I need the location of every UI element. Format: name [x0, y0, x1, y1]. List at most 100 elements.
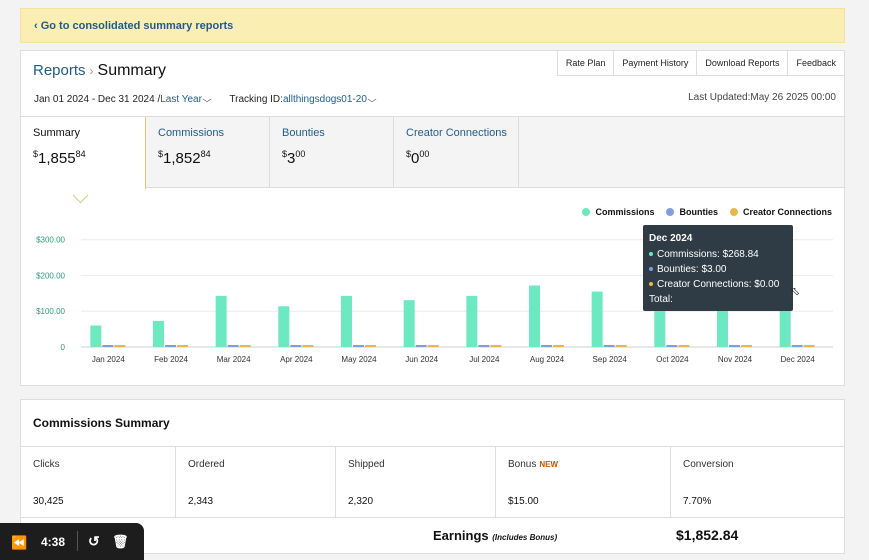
- bar-commissions: [215, 295, 227, 347]
- bar-bounties: [227, 345, 239, 347]
- bar-creator-connections: [239, 345, 251, 347]
- chart-tooltip: Dec 2024 Commissions: $268.84 Bounties: …: [643, 225, 793, 311]
- bar-creator-connections: [553, 345, 564, 347]
- metric-header: Ordered: [188, 459, 225, 470]
- report-actions: Rate Plan Payment History Download Repor…: [556, 51, 844, 76]
- legend-label: Bounties: [679, 207, 718, 217]
- earnings-label: Earnings (Includes Bonus): [433, 528, 558, 543]
- bar-commissions: [403, 300, 415, 347]
- metric-header: Conversion: [683, 459, 734, 470]
- chevron-down-icon[interactable]: ⌵: [202, 95, 212, 104]
- bar-bounties: [729, 345, 740, 347]
- x-tick-label: Sep 2024: [593, 355, 628, 364]
- legend-dot: [666, 208, 675, 216]
- bar-commissions: [654, 296, 666, 347]
- bar-commissions: [466, 295, 478, 347]
- earnings-value: $1,852.84: [676, 527, 739, 543]
- metric-bonus: Bonus NEW $15.00: [496, 447, 671, 517]
- last-updated: Last Updated:May 26 2025 00:00: [688, 92, 836, 103]
- tracking-id-label: Tracking ID:: [229, 94, 283, 105]
- metric-value: 30,425: [33, 496, 64, 507]
- y-tick-label: $200.00: [36, 271, 65, 280]
- new-badge: NEW: [539, 460, 559, 469]
- legend-label: Commissions: [595, 207, 655, 217]
- feedback-button[interactable]: Feedback: [787, 51, 844, 76]
- legend-bounties[interactable]: Bounties: [666, 207, 718, 217]
- summary-tabs: Summary $1,85584 Commissions $1,85284 Bo…: [21, 116, 844, 204]
- bar-bounties: [165, 345, 176, 347]
- chevron-down-icon[interactable]: ⌵: [367, 95, 377, 104]
- metric-header: Shipped: [348, 459, 385, 470]
- bar-commissions: [90, 325, 102, 347]
- y-tick-label: 0: [61, 343, 66, 352]
- metric-value: 7.70%: [683, 496, 712, 507]
- y-tick-label: $100.00: [36, 307, 65, 316]
- y-tick-label: $300.00: [36, 236, 65, 245]
- tooltip-line: Commissions: $268.84: [649, 249, 787, 260]
- bar-creator-connections: [803, 345, 815, 347]
- metric-header: Clicks: [33, 459, 60, 470]
- chevron-right-icon: ›: [89, 64, 94, 78]
- date-filter-row: Jan 01 2024 - Dec 31 2024 /Last Year⌵ Tr…: [34, 94, 377, 105]
- tab-creator-connections[interactable]: Creator Connections $000: [394, 117, 519, 187]
- bar-bounties: [478, 345, 490, 347]
- tab-bounties[interactable]: Bounties $300: [270, 117, 394, 187]
- breadcrumb: Reports › Summary: [33, 62, 166, 80]
- x-tick-label: May 2024: [341, 355, 377, 364]
- report-card: Reports › Summary Rate Plan Payment Histor…: [20, 50, 845, 386]
- x-tick-label: Dec 2024: [781, 355, 816, 364]
- metric-header: Bonus NEW: [508, 459, 559, 470]
- bar-bounties: [541, 345, 552, 347]
- metric-clicks: Clicks 30,425: [21, 447, 176, 517]
- consolidated-reports-link[interactable]: ‹ Go to consolidated summary reports: [34, 20, 234, 32]
- tab-label: Commissions: [158, 127, 225, 139]
- bar-creator-connections: [427, 345, 439, 347]
- player-divider: [77, 531, 78, 551]
- tracking-id-dropdown[interactable]: allthingsdogs01-20: [282, 94, 367, 105]
- tab-label: Creator Connections: [406, 127, 507, 139]
- active-tab-pointer: [72, 187, 89, 204]
- metric-ordered: Ordered 2,343: [176, 447, 336, 517]
- bar-commissions: [529, 285, 540, 347]
- tooltip-title: Dec 2024: [649, 233, 693, 244]
- commissions-summary-grid: Clicks 30,425 Ordered 2,343 Shipped 2,32…: [21, 446, 844, 518]
- download-reports-button[interactable]: Download Reports: [696, 51, 788, 76]
- tab-amount: $1,85284: [158, 149, 211, 167]
- tab-summary[interactable]: Summary $1,85584: [21, 117, 146, 204]
- metric-shipped: Shipped 2,320: [336, 447, 496, 517]
- bar-commissions: [591, 291, 603, 347]
- metric-value: $15.00: [508, 496, 539, 507]
- x-tick-label: Jan 2024: [92, 355, 125, 364]
- bar-creator-connections: [302, 345, 314, 347]
- bar-bounties: [102, 345, 114, 347]
- x-tick-label: Jul 2024: [469, 355, 500, 364]
- bar-creator-connections: [365, 345, 376, 347]
- bar-creator-connections: [615, 345, 627, 347]
- bar-bounties: [603, 345, 615, 347]
- date-preset-dropdown[interactable]: Last Year: [160, 94, 202, 105]
- breadcrumb-reports-link[interactable]: Reports: [33, 62, 86, 79]
- x-tick-label: Apr 2024: [280, 355, 313, 364]
- bar-creator-connections: [741, 345, 752, 347]
- x-tick-label: Nov 2024: [718, 355, 753, 364]
- tab-commissions[interactable]: Commissions $1,85284: [146, 117, 270, 187]
- x-tick-label: Feb 2024: [154, 355, 188, 364]
- tab-amount: $000: [406, 149, 430, 167]
- bar-bounties: [666, 345, 678, 347]
- legend-commissions[interactable]: Commissions: [582, 207, 654, 217]
- legend-creator-connections[interactable]: Creator Connections: [729, 207, 832, 217]
- commissions-summary-card: Commissions Summary Clicks 30,425 Ordere…: [20, 399, 845, 554]
- bar-commissions: [717, 298, 728, 347]
- rewind-icon[interactable]: ⏪: [11, 535, 28, 550]
- trash-icon[interactable]: 🗑: [112, 534, 129, 549]
- tab-label: Summary: [33, 127, 81, 139]
- bar-bounties: [791, 345, 803, 347]
- rate-plan-button[interactable]: Rate Plan: [556, 51, 614, 76]
- tab-amount: $300: [282, 149, 306, 167]
- bar-bounties: [290, 345, 302, 347]
- tooltip-total: Total:: [649, 294, 673, 305]
- bar-commissions: [341, 295, 352, 347]
- payment-history-button[interactable]: Payment History: [613, 51, 697, 76]
- replay-icon[interactable]: ↺: [88, 533, 100, 549]
- legend-dot: [729, 208, 738, 216]
